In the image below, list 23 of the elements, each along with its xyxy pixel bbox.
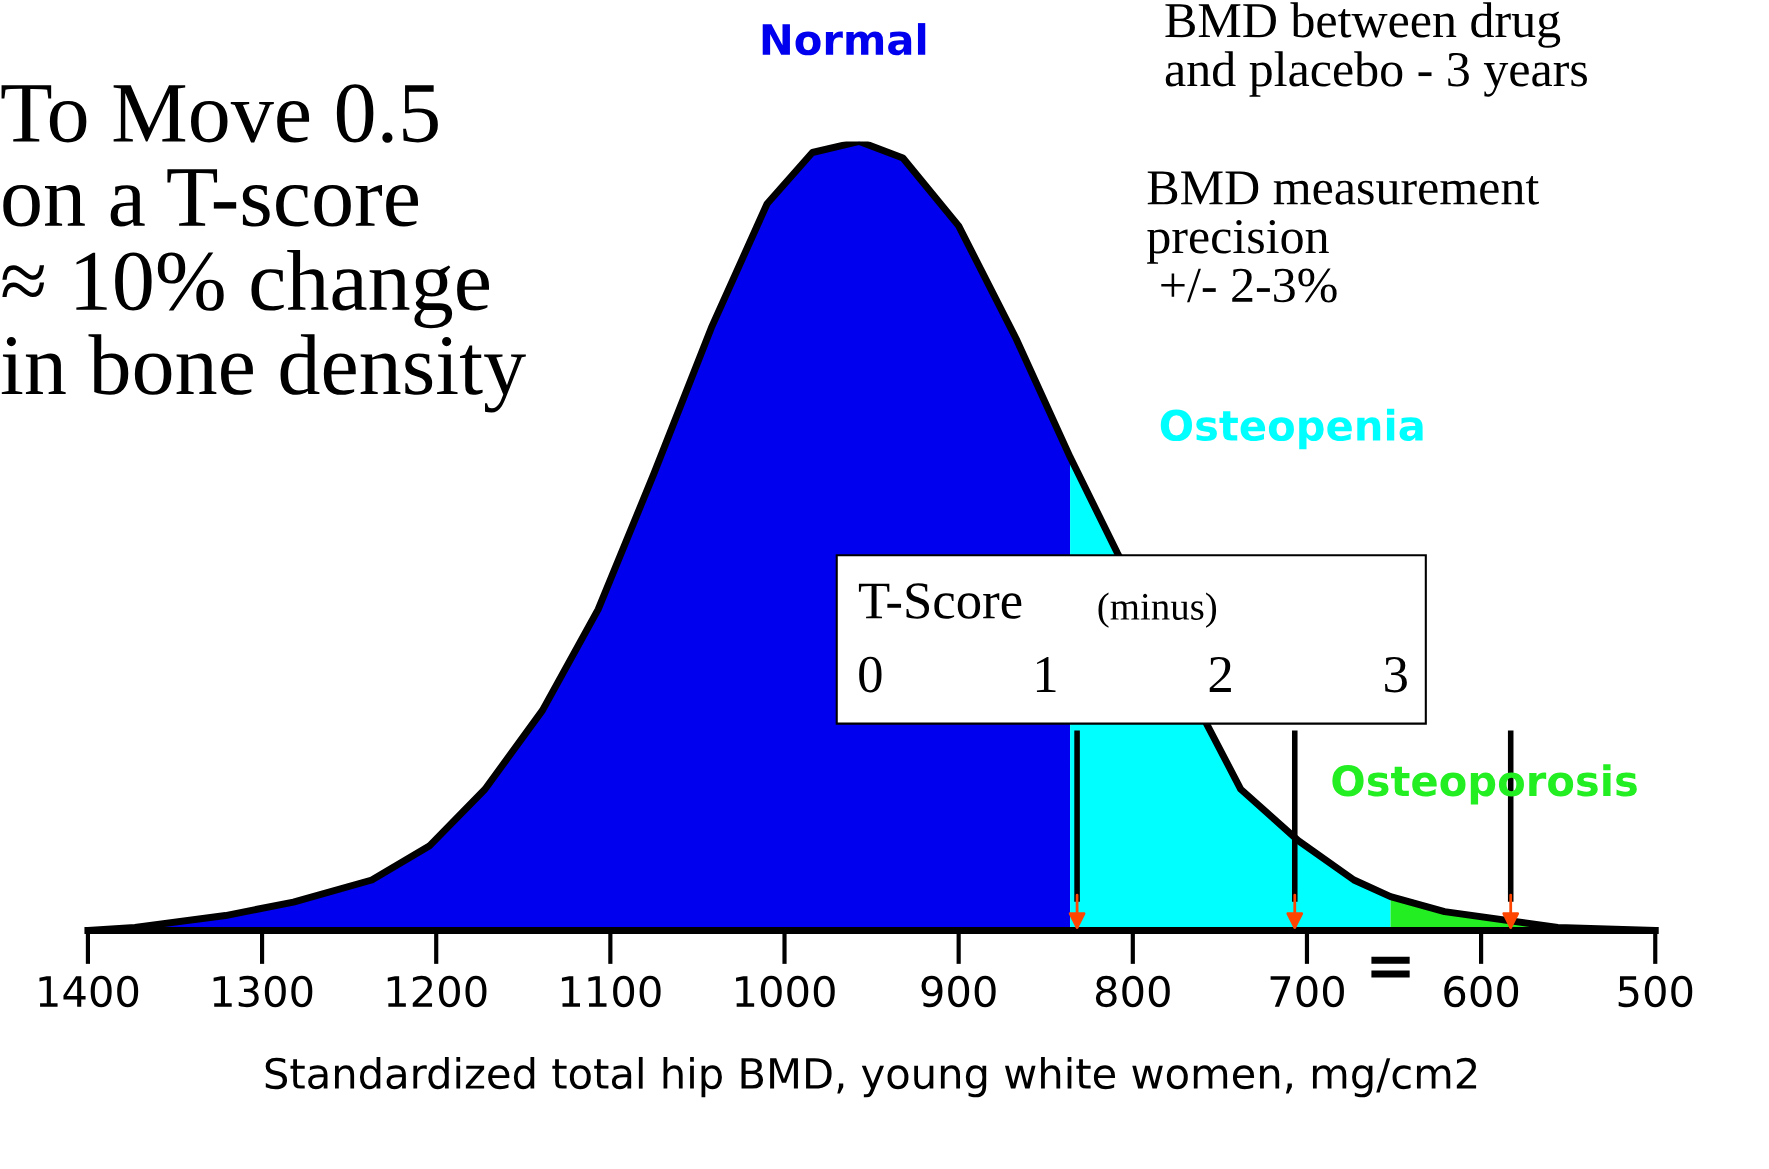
x-tick-label: 900 bbox=[921, 975, 996, 1008]
annotation: 1 bbox=[1036, 657, 1056, 692]
x-tick-label: 700 bbox=[1270, 975, 1344, 1008]
x-tick-label: 500 bbox=[1618, 975, 1693, 1008]
annotation: 3 bbox=[1385, 656, 1407, 693]
annotation: To Move 0.5 on a T-score ≈ 10% change in bone density bbox=[1, 84, 526, 413]
text: Osteopenia bbox=[1160, 408, 1423, 450]
x-tick-label: 600 bbox=[1444, 975, 1519, 1008]
x-tick-label: 1100 bbox=[561, 975, 661, 1008]
x-axis-title: Standardized total hip BMD, young white women, mg/cm2 bbox=[265, 1056, 1477, 1098]
annotation: 2 bbox=[1209, 656, 1231, 692]
x-tick-label: 800 bbox=[1095, 975, 1170, 1008]
annotation: 0 bbox=[859, 656, 882, 693]
x-tick-label: 1300 bbox=[213, 975, 313, 1008]
annotation: T-Score bbox=[858, 583, 1022, 619]
x-tick-label: 1000 bbox=[736, 975, 835, 1008]
annotation: = bbox=[1371, 956, 1410, 978]
text: Normal bbox=[762, 23, 926, 56]
annotation: BMD measurement precision +/- 2-3% bbox=[1147, 171, 1539, 303]
text: BMD between drug and placebo - 3 years bbox=[1165, 2, 1587, 97]
annotation: (minus) bbox=[1098, 592, 1217, 628]
x-tick-label: 1400 bbox=[39, 975, 139, 1008]
x-tick-label: 1200 bbox=[387, 975, 487, 1008]
